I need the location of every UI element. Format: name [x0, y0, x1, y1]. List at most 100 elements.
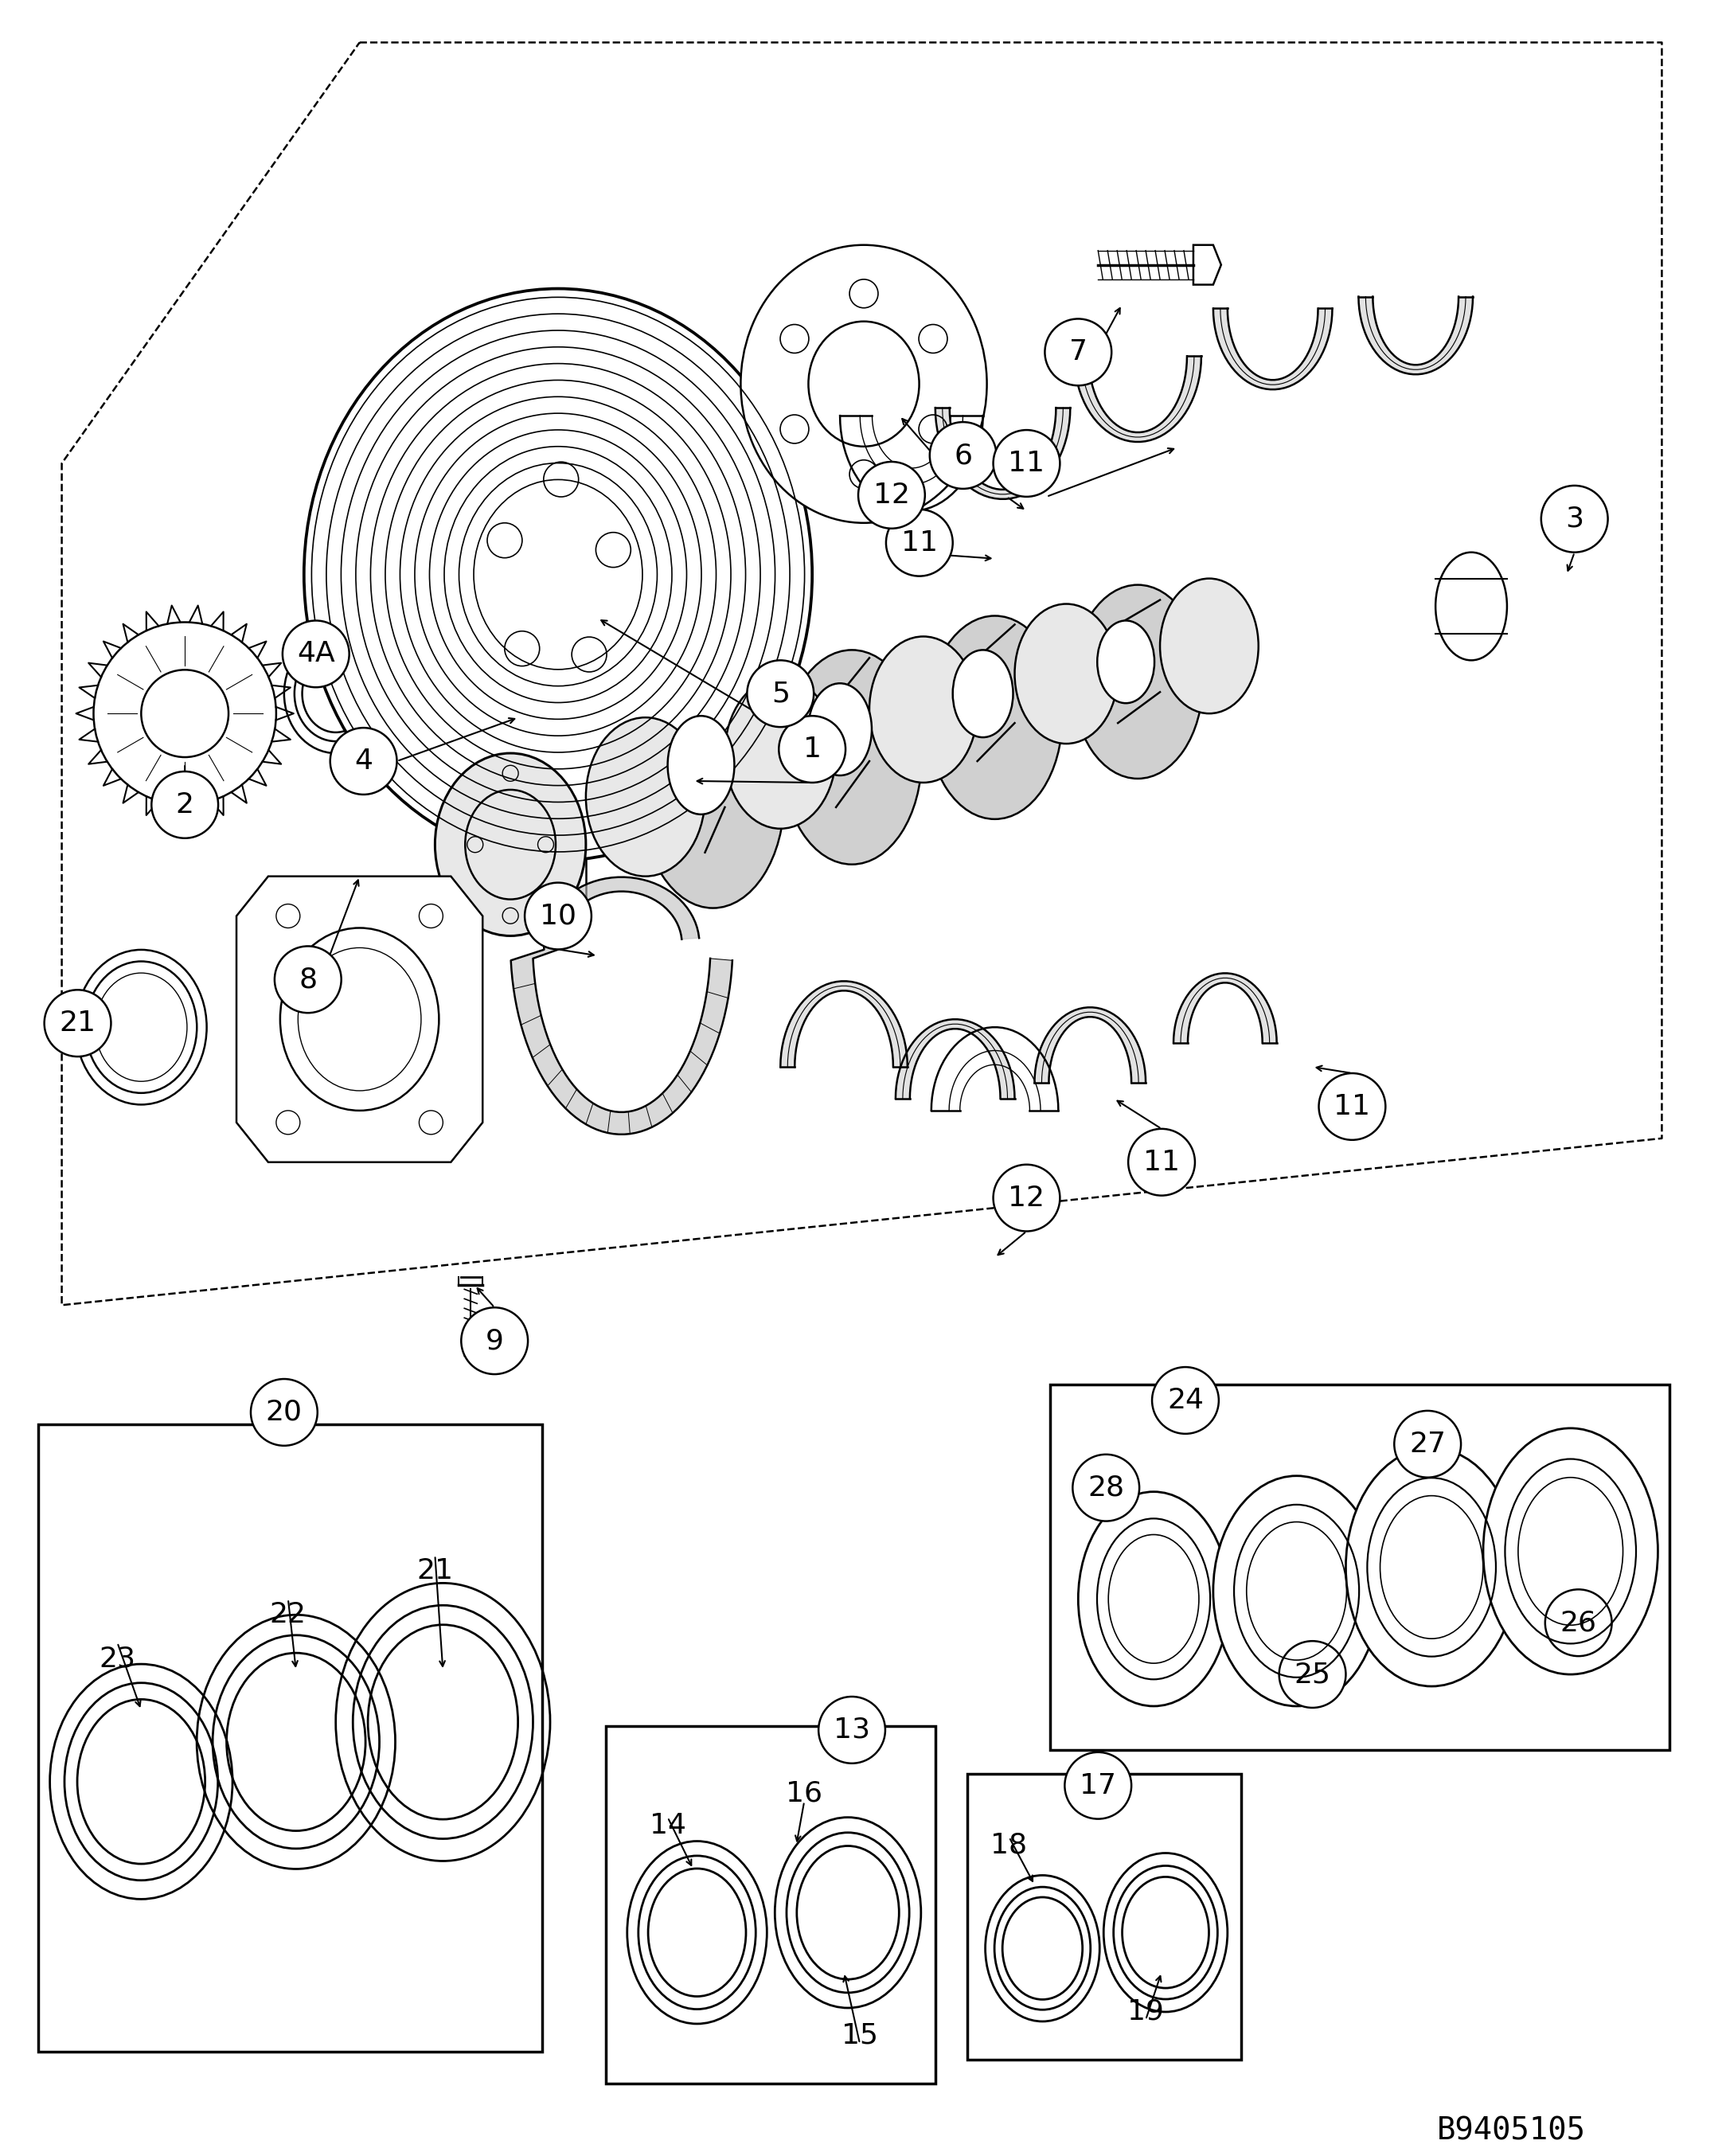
Ellipse shape: [740, 246, 987, 524]
Polygon shape: [511, 877, 732, 1134]
Ellipse shape: [642, 686, 784, 908]
Ellipse shape: [953, 649, 1013, 737]
Text: 6: 6: [954, 442, 972, 470]
Ellipse shape: [808, 683, 872, 776]
Ellipse shape: [1483, 1427, 1659, 1675]
Circle shape: [45, 990, 110, 1056]
Circle shape: [152, 772, 217, 839]
Circle shape: [992, 1164, 1060, 1231]
Ellipse shape: [435, 752, 585, 936]
Polygon shape: [1074, 356, 1201, 442]
Ellipse shape: [870, 636, 977, 783]
Text: 21: 21: [416, 1557, 454, 1585]
Text: 1: 1: [803, 735, 822, 763]
Circle shape: [525, 882, 592, 949]
Ellipse shape: [1072, 584, 1203, 778]
Circle shape: [274, 946, 342, 1013]
Text: 11: 11: [1008, 451, 1044, 476]
Circle shape: [276, 903, 300, 927]
Text: 11: 11: [1334, 1093, 1370, 1121]
Text: 18: 18: [991, 1833, 1027, 1858]
Polygon shape: [1358, 298, 1472, 375]
Circle shape: [1279, 1641, 1346, 1708]
Circle shape: [1541, 485, 1609, 552]
Text: 20: 20: [266, 1399, 302, 1425]
Text: 13: 13: [834, 1716, 870, 1744]
Text: 25: 25: [1294, 1660, 1331, 1688]
Circle shape: [1044, 319, 1112, 386]
Ellipse shape: [782, 649, 922, 865]
Circle shape: [1319, 1074, 1386, 1141]
Circle shape: [1129, 1130, 1194, 1197]
Text: 12: 12: [873, 481, 910, 509]
Polygon shape: [896, 1020, 1015, 1100]
Bar: [1051, 1384, 1669, 1751]
Text: 26: 26: [1560, 1608, 1597, 1636]
Text: 21: 21: [59, 1009, 97, 1037]
Polygon shape: [1213, 308, 1332, 390]
Circle shape: [419, 903, 444, 927]
Ellipse shape: [725, 677, 835, 828]
Circle shape: [1545, 1589, 1612, 1656]
Circle shape: [778, 716, 846, 783]
Bar: [606, 1727, 935, 2083]
Polygon shape: [1193, 246, 1220, 285]
Circle shape: [747, 660, 813, 727]
Bar: [38, 1425, 542, 2053]
Circle shape: [283, 621, 349, 688]
Circle shape: [992, 429, 1060, 496]
Ellipse shape: [1213, 1477, 1381, 1705]
Circle shape: [885, 509, 953, 576]
Text: 19: 19: [1127, 1999, 1163, 2024]
Text: 3: 3: [1565, 505, 1584, 533]
Circle shape: [1395, 1410, 1460, 1477]
Ellipse shape: [1098, 621, 1155, 703]
Text: 17: 17: [1080, 1772, 1117, 1798]
Circle shape: [419, 1110, 444, 1134]
Bar: [967, 1774, 1241, 2059]
Text: 15: 15: [842, 2022, 879, 2048]
Polygon shape: [1174, 972, 1277, 1044]
Circle shape: [93, 623, 276, 804]
Polygon shape: [1034, 1007, 1146, 1082]
Text: 4: 4: [354, 748, 373, 774]
Text: 11: 11: [1143, 1149, 1181, 1175]
Text: 22: 22: [269, 1602, 307, 1628]
Text: 9: 9: [485, 1328, 504, 1354]
Ellipse shape: [280, 927, 438, 1110]
Text: 8: 8: [299, 966, 318, 994]
Text: 14: 14: [649, 1811, 685, 1839]
Circle shape: [818, 1697, 885, 1764]
Text: 11: 11: [901, 528, 937, 556]
Circle shape: [330, 729, 397, 796]
Text: 16: 16: [785, 1781, 823, 1807]
Ellipse shape: [1346, 1449, 1517, 1686]
Text: 27: 27: [1410, 1432, 1446, 1457]
Circle shape: [930, 423, 996, 489]
Ellipse shape: [304, 289, 813, 860]
Circle shape: [461, 1307, 528, 1373]
Circle shape: [276, 1110, 300, 1134]
Text: 12: 12: [1008, 1184, 1044, 1212]
Text: 10: 10: [540, 903, 576, 929]
Text: 24: 24: [1167, 1386, 1203, 1414]
Ellipse shape: [1079, 1492, 1229, 1705]
Ellipse shape: [927, 617, 1061, 819]
Text: 5: 5: [772, 679, 789, 707]
Polygon shape: [236, 875, 483, 1162]
Circle shape: [1151, 1367, 1219, 1434]
Ellipse shape: [668, 716, 734, 815]
Text: B9405105: B9405105: [1436, 2115, 1586, 2145]
Circle shape: [250, 1380, 318, 1447]
Text: 23: 23: [98, 1645, 136, 1673]
Text: 7: 7: [1068, 338, 1087, 367]
Ellipse shape: [1436, 552, 1507, 660]
Ellipse shape: [1015, 604, 1118, 744]
Polygon shape: [780, 981, 908, 1067]
Text: 2: 2: [176, 791, 193, 819]
Circle shape: [858, 461, 925, 528]
Text: 4A: 4A: [297, 640, 335, 668]
Polygon shape: [935, 407, 1070, 498]
Circle shape: [1072, 1455, 1139, 1522]
Ellipse shape: [1160, 578, 1258, 714]
